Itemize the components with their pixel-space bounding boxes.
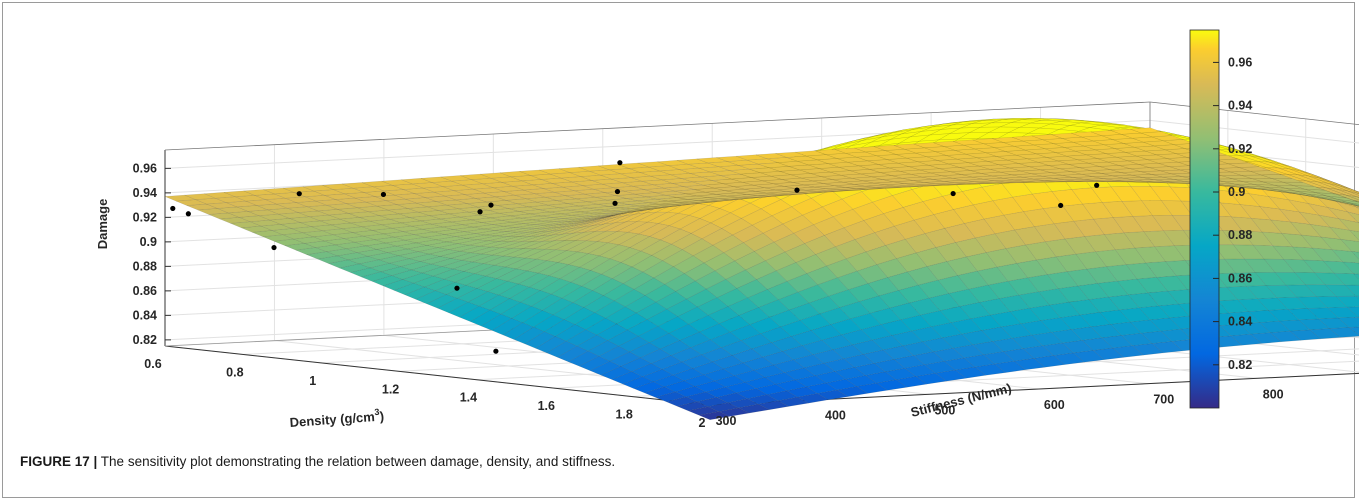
y-tick-label: 300 (716, 414, 737, 428)
data-point (612, 201, 617, 206)
colorbar-tick-label: 0.9 (1228, 185, 1245, 199)
colorbar-tick-label: 0.96 (1228, 55, 1252, 69)
data-point (617, 160, 622, 165)
data-point (794, 188, 799, 193)
data-point (170, 206, 175, 211)
data-point (477, 209, 482, 214)
z-axis-label: Damage (95, 199, 110, 250)
x-tick-label: 0.8 (226, 365, 243, 379)
data-point (186, 211, 191, 216)
x-tick-label: 0.6 (144, 357, 161, 371)
z-tick-label: 0.9 (140, 235, 157, 249)
figure-caption: FIGURE 17 | The sensitivity plot demonst… (20, 454, 615, 469)
z-tick-label: 0.96 (133, 161, 157, 175)
surface-mesh (165, 118, 1359, 419)
z-tick-label: 0.88 (133, 259, 157, 273)
colorbar-tick-label: 0.94 (1228, 99, 1252, 113)
x-tick-label: 1.8 (615, 408, 632, 422)
x-tick-label: 1.6 (538, 399, 555, 413)
colorbar-gradient (1190, 30, 1219, 408)
data-point (297, 191, 302, 196)
caption-text: The sensitivity plot demonstrating the r… (97, 454, 615, 469)
data-point (488, 202, 493, 207)
caption-label: FIGURE 17 | (20, 454, 97, 469)
x-axis-label: Density (g/cm3) (289, 406, 385, 430)
y-axis-label: Stiffness (N/mm) (909, 380, 1013, 420)
y-tick-label: 400 (825, 409, 846, 423)
data-point (1058, 203, 1063, 208)
y-tick-label: 700 (1153, 393, 1174, 407)
data-point (493, 349, 498, 354)
x-tick-label: 1.4 (460, 391, 477, 405)
data-point (1094, 183, 1099, 188)
data-point (615, 189, 620, 194)
y-tick-label: 800 (1263, 387, 1284, 401)
data-point (951, 191, 956, 196)
z-tick-label: 0.84 (133, 308, 157, 322)
x-tick-label: 1 (309, 374, 316, 388)
z-tick-label: 0.86 (133, 284, 157, 298)
colorbar-tick-label: 0.82 (1228, 358, 1252, 372)
data-point (381, 192, 386, 197)
z-tick-label: 0.94 (133, 186, 157, 200)
x-tick-label: 1.2 (382, 382, 399, 396)
y-tick-label: 500 (934, 403, 955, 417)
data-point (271, 245, 276, 250)
x-tick-label: 2 (699, 416, 706, 430)
colorbar-tick-label: 0.86 (1228, 271, 1252, 285)
z-tick-label: 0.82 (133, 333, 157, 347)
data-point (454, 286, 459, 291)
colorbar-tick-label: 0.84 (1228, 315, 1252, 329)
colorbar-tick-label: 0.92 (1228, 142, 1252, 156)
z-tick-label: 0.92 (133, 210, 157, 224)
colorbar-tick-label: 0.88 (1228, 228, 1252, 242)
y-tick-label: 600 (1044, 398, 1065, 412)
